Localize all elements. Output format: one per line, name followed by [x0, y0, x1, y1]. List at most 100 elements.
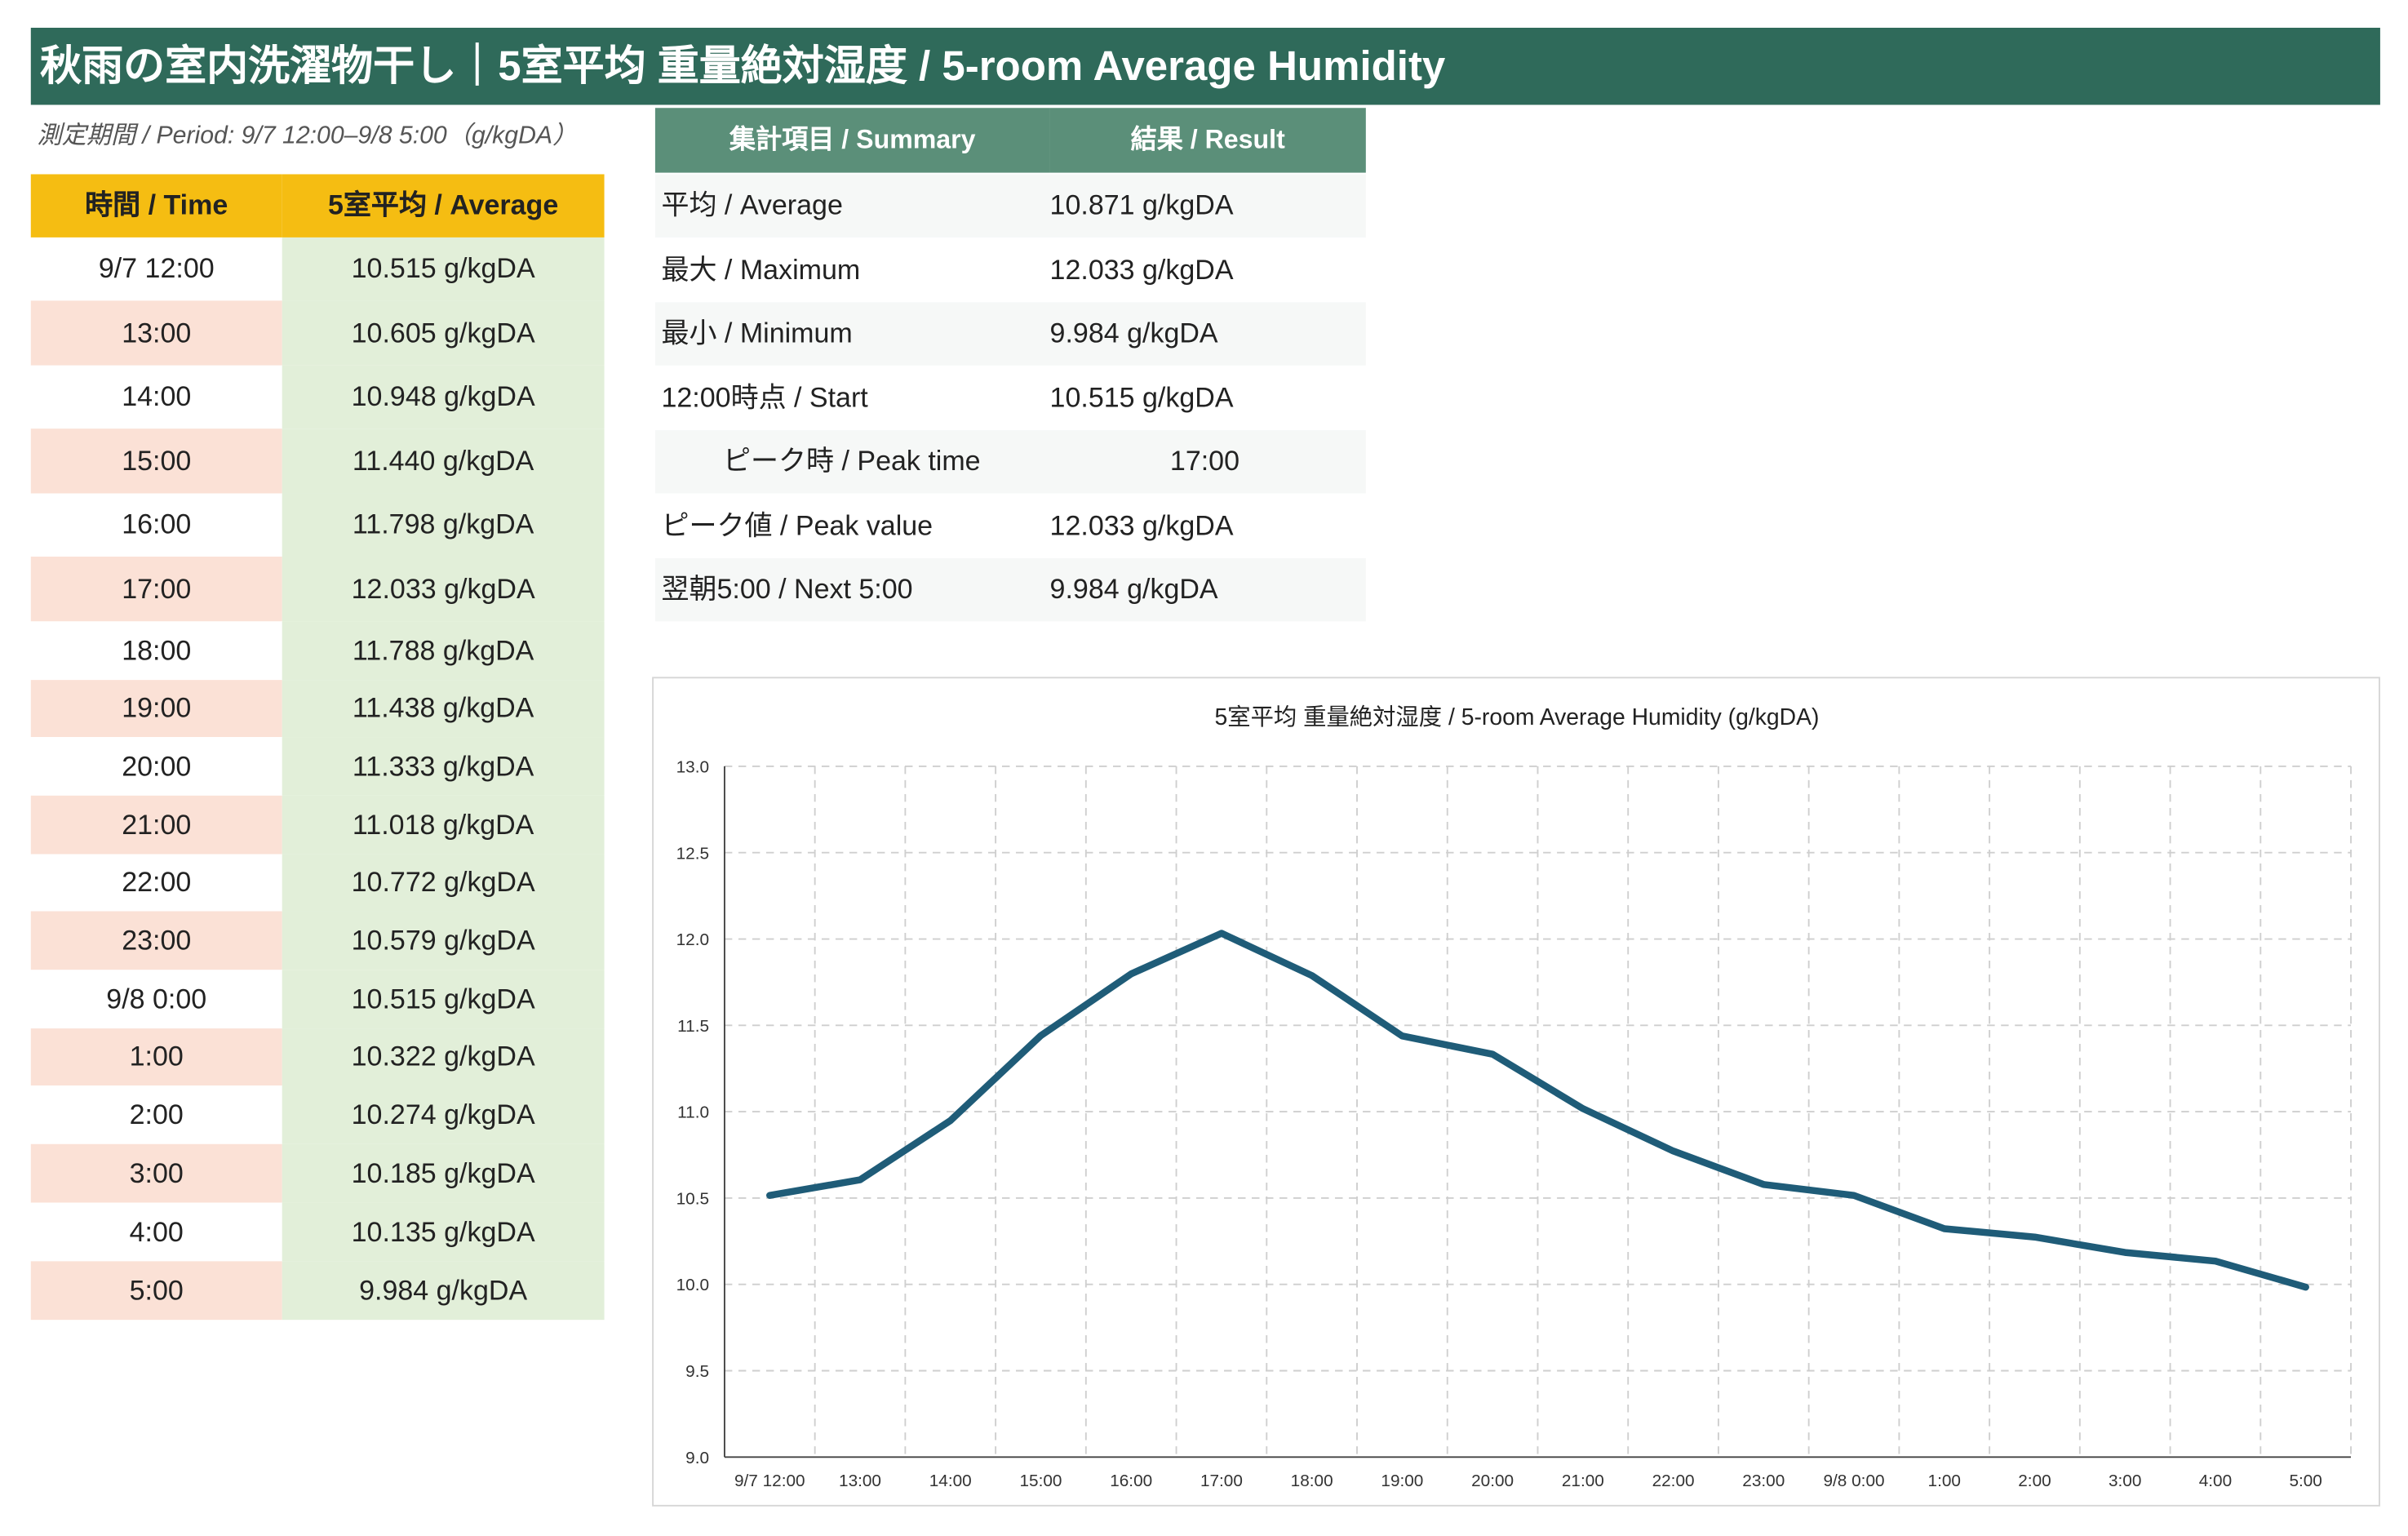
- row-time: 1:00: [30, 1028, 282, 1085]
- x-tick-label: 2:00: [2018, 1472, 2051, 1490]
- row-time: 9/8 0:00: [30, 970, 282, 1029]
- x-tick-label: 19:00: [1381, 1472, 1423, 1490]
- y-tick-label: 12.0: [676, 930, 709, 949]
- row-time: 21:00: [30, 795, 282, 855]
- data-point: [947, 1117, 954, 1124]
- x-tick-label: 17:00: [1200, 1472, 1243, 1490]
- y-tick-label: 10.5: [676, 1189, 709, 1208]
- row-average: 10.322 g/kgDA: [282, 1028, 605, 1085]
- summary-value: 17:00: [1169, 445, 1240, 477]
- summary-label: 平均 / Average: [661, 189, 843, 221]
- data-point: [1037, 1032, 1044, 1039]
- row-average: 11.440 g/kgDA: [282, 428, 605, 494]
- row-time: 22:00: [30, 854, 282, 912]
- row-average: 11.438 g/kgDA: [282, 680, 605, 738]
- y-tick-label: 12.5: [676, 844, 709, 863]
- x-tick-label: 9/7 12:00: [734, 1472, 805, 1490]
- row-average: 10.948 g/kgDA: [282, 365, 605, 429]
- row-time: 15:00: [30, 428, 282, 494]
- summary-row: ピーク値 / Peak value 12.033 g/kgDA: [654, 494, 1366, 557]
- x-axis-ticks: 9/7 12:00 13:00 14:00 15:00 16:00 17:00 18:00 1…: [734, 1472, 2322, 1490]
- y-tick-label: 10.0: [676, 1276, 709, 1294]
- row-average: 10.579 g/kgDA: [282, 911, 605, 970]
- x-tick-label: 22:00: [1652, 1472, 1695, 1490]
- summary-value: 9.984 g/kgDA: [1049, 573, 1218, 605]
- summary-header-result: 結果 / Result: [1049, 108, 1366, 173]
- summary-label: 12:00時点 / Start: [661, 381, 868, 413]
- row-average: 11.333 g/kgDA: [282, 737, 605, 796]
- chart-title: 5室平均 重量絶対湿度 / 5-room Average Humidity (g…: [1215, 704, 1820, 730]
- row-average: 10.515 g/kgDA: [282, 237, 605, 301]
- row-time: 20:00: [30, 737, 282, 796]
- summary-row: ピーク時 / Peak time 17:00: [654, 430, 1366, 494]
- x-tick-label: 9/8 0:00: [1823, 1472, 1884, 1490]
- summary-label: ピーク時 / Peak time: [723, 445, 981, 477]
- summary-value: 12.033 g/kgDA: [1049, 253, 1234, 285]
- table-header-average: 5室平均 / Average: [282, 174, 605, 238]
- row-time: 18:00: [30, 621, 282, 681]
- summary-row: 最大 / Maximum 12.033 g/kgDA: [654, 238, 1366, 302]
- x-tick-label: 4:00: [2199, 1472, 2232, 1490]
- summary-value: 12.033 g/kgDA: [1049, 509, 1234, 541]
- y-tick-label: 13.0: [676, 757, 709, 776]
- row-average: 11.798 g/kgDA: [282, 493, 605, 557]
- summary-row: 翌朝5:00 / Next 5:00 9.984 g/kgDA: [654, 557, 1366, 622]
- x-tick-label: 13:00: [839, 1472, 881, 1490]
- x-tick-label: 21:00: [1562, 1472, 1604, 1490]
- row-average: 9.984 g/kgDA: [282, 1261, 605, 1321]
- y-tick-label: 9.0: [685, 1449, 709, 1467]
- summary-label: 翌朝5:00 / Next 5:00: [661, 573, 913, 605]
- table-header-time: 時間 / Time: [30, 174, 282, 238]
- x-tick-label: 18:00: [1291, 1472, 1333, 1490]
- row-average: 10.772 g/kgDA: [282, 854, 605, 912]
- row-time: 3:00: [30, 1143, 282, 1203]
- series-line: [766, 930, 2309, 1291]
- summary-value: 10.871 g/kgDA: [1049, 189, 1234, 221]
- data-point: [1308, 972, 1315, 979]
- row-time: 16:00: [30, 493, 282, 557]
- period-caption: 測定期間 / Period: 9/7 12:00–9/8 5:00（g/kgDA…: [37, 123, 578, 150]
- x-tick-label: 20:00: [1471, 1472, 1514, 1490]
- chart-grid: [724, 765, 2352, 1458]
- chart-series: [766, 930, 2309, 1291]
- x-tick-label: 14:00: [929, 1472, 972, 1490]
- summary-row: 平均 / Average 10.871 g/kgDA: [654, 174, 1366, 238]
- data-point: [1399, 1032, 1406, 1040]
- row-time: 19:00: [30, 680, 282, 738]
- data-point: [2212, 1258, 2219, 1264]
- data-point: [1851, 1192, 1857, 1199]
- summary-row: 12:00時点 / Start 10.515 g/kgDA: [654, 366, 1366, 430]
- data-point: [1580, 1105, 1586, 1112]
- humidity-chart[interactable]: 5室平均 重量絶対湿度 / 5-room Average Humidity (g…: [652, 677, 2380, 1507]
- y-axis-ticks: 13.0 12.5 12.0 11.5 11.0 10.5 10.0 9.5 9.0: [676, 757, 709, 1467]
- row-average: 11.788 g/kgDA: [282, 621, 605, 681]
- data-point: [1760, 1181, 1767, 1188]
- data-point: [1128, 970, 1134, 978]
- summary-row: 最小 / Minimum 9.984 g/kgDA: [654, 302, 1366, 366]
- row-time: 14:00: [30, 365, 282, 429]
- chart-axes: [723, 766, 2352, 1458]
- x-tick-label: 23:00: [1742, 1472, 1785, 1490]
- x-tick-label: 1:00: [1928, 1472, 1961, 1490]
- x-tick-label: 5:00: [2289, 1472, 2322, 1490]
- summary-label: 最小 / Minimum: [661, 317, 853, 348]
- data-point: [1670, 1148, 1677, 1155]
- row-time: 5:00: [30, 1261, 282, 1321]
- row-average: 10.185 g/kgDA: [282, 1143, 605, 1203]
- row-time: 9/7 12:00: [30, 237, 282, 301]
- summary-header-item: 集計項目 / Summary: [654, 108, 1050, 173]
- data-point: [857, 1176, 863, 1183]
- data-point: [1489, 1050, 1496, 1058]
- data-point: [1940, 1225, 1948, 1232]
- row-time: 2:00: [30, 1085, 282, 1144]
- row-average: 10.515 g/kgDA: [282, 970, 605, 1029]
- row-average: 10.274 g/kgDA: [282, 1085, 605, 1144]
- row-average: 11.018 g/kgDA: [282, 795, 605, 855]
- x-tick-label: 3:00: [2109, 1472, 2141, 1490]
- row-time: 17:00: [30, 557, 282, 622]
- row-average: 12.033 g/kgDA: [282, 557, 605, 622]
- data-point: [2302, 1284, 2309, 1290]
- chart-canvas: 5室平均 重量絶対湿度 / 5-room Average Humidity (g…: [676, 704, 2352, 1490]
- y-tick-label: 9.5: [685, 1362, 709, 1381]
- row-time: 23:00: [30, 911, 282, 970]
